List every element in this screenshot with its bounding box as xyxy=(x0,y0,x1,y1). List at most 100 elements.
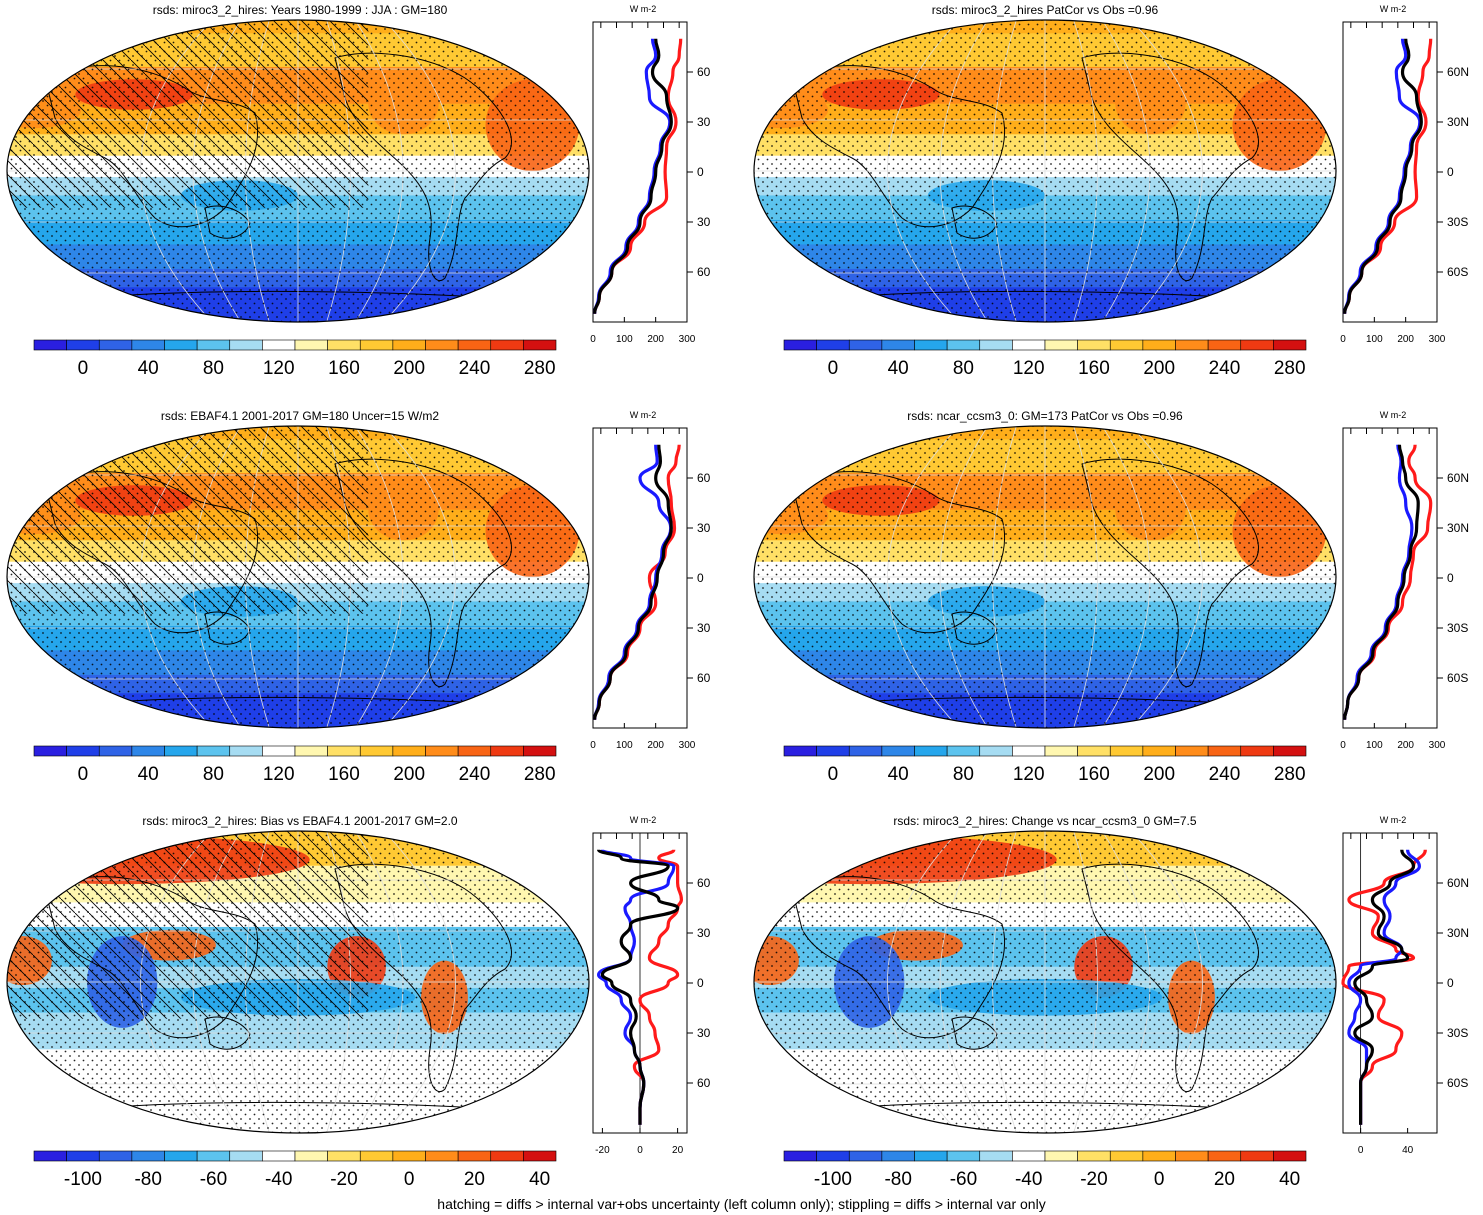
colorbar: 04080120160200240280320360400 xyxy=(33,339,557,379)
colorbar-swatch xyxy=(881,339,915,351)
colorbar-swatch xyxy=(1044,1150,1078,1162)
colorbar-tick-label: -40 xyxy=(265,1169,292,1190)
colorbar-swatch xyxy=(294,339,328,351)
profile-line-red xyxy=(632,849,683,1125)
colorbar-swatch xyxy=(196,745,231,757)
colorbar-swatch xyxy=(1044,745,1078,757)
profile-unit: W m-2 xyxy=(630,4,657,14)
colorbar-tick-label: -60 xyxy=(950,1169,977,1190)
colorbar-swatch xyxy=(1012,339,1046,351)
world-map xyxy=(753,830,1337,1134)
profile-line-black xyxy=(593,444,673,720)
colorbar-tick-label: 0 xyxy=(78,764,89,785)
colorbar-swatch xyxy=(979,1150,1013,1162)
colorbar-swatch xyxy=(848,339,883,351)
colorbar-swatch xyxy=(66,339,100,351)
profile-x-label: 0 xyxy=(1340,334,1346,345)
colorbar-swatch xyxy=(66,745,100,757)
colorbar-swatch xyxy=(229,339,263,351)
hatching xyxy=(7,426,369,614)
profile-line-black xyxy=(1343,38,1423,314)
profile-x-label: 200 xyxy=(647,334,664,345)
profile-line-red xyxy=(1341,849,1427,1125)
profile-x-label: 0 xyxy=(1340,740,1346,751)
colorbar-swatch xyxy=(1273,1150,1307,1162)
colorbar: 04080120160200240280320360400 xyxy=(783,339,1307,379)
panel-title: rsds: miroc3_2_hires: Years 1980-1999 : … xyxy=(152,3,448,17)
profile-lat-label: 60S xyxy=(1447,265,1468,279)
colorbar-swatch xyxy=(1207,339,1242,351)
colorbar-swatch xyxy=(327,1150,361,1162)
colorbar-swatch xyxy=(98,339,133,351)
colorbar-swatch xyxy=(914,1150,948,1162)
colorbar-tick-label: 160 xyxy=(1078,358,1110,379)
map-border xyxy=(753,425,1337,729)
colorbar-tick-label: -100 xyxy=(64,1169,102,1190)
map-border xyxy=(6,425,590,729)
profile-lat-label: 30N xyxy=(697,115,710,129)
colorbar-swatch xyxy=(359,1150,394,1162)
profile-lat-label: 0 xyxy=(1447,571,1454,585)
colorbar-swatch xyxy=(359,745,394,757)
colorbar-tick-label: 160 xyxy=(1078,764,1110,785)
profile-lat-label: 60N xyxy=(697,876,710,890)
map-border xyxy=(753,19,1337,323)
colorbar: 04080120160200240280320360400 xyxy=(783,745,1307,785)
profile-unit: W m-2 xyxy=(630,815,657,825)
colorbar-swatch xyxy=(98,745,133,757)
profile-lat-label: 60S xyxy=(1447,1076,1468,1090)
profile-x-label: 100 xyxy=(1366,740,1383,751)
colorbar-swatch xyxy=(392,1150,426,1162)
colorbar-tick-label: 120 xyxy=(1013,764,1045,785)
colorbar-swatch xyxy=(816,745,850,757)
map-field xyxy=(7,20,589,322)
profile-line-black xyxy=(593,38,673,314)
profile-lat-label: 0 xyxy=(1447,165,1454,179)
colorbar-tick-label: 120 xyxy=(263,764,295,785)
colorbar-tick-label: 0 xyxy=(828,358,839,379)
colorbar-swatch xyxy=(1175,745,1209,757)
profile-lat-label: 30S xyxy=(1447,1026,1468,1040)
colorbar-tick-label: 40 xyxy=(138,764,159,785)
colorbar-swatch xyxy=(881,1150,915,1162)
profile-unit: W m-2 xyxy=(630,410,657,420)
profile-lat-label: 30N xyxy=(697,521,710,535)
colorbar-swatch xyxy=(1175,1150,1209,1162)
colorbar-swatch xyxy=(946,745,981,757)
colorbar-swatch xyxy=(783,1150,817,1162)
world-map xyxy=(6,425,590,729)
colorbar-swatch xyxy=(392,339,426,351)
profile-x-label: 300 xyxy=(679,334,696,345)
colorbar-swatch xyxy=(816,1150,850,1162)
colorbar-swatch xyxy=(783,745,817,757)
colorbar-swatch xyxy=(164,745,198,757)
colorbar-tick-label: 160 xyxy=(328,764,360,785)
panel-title: rsds: miroc3_2_hires: Bias vs EBAF4.1 20… xyxy=(142,814,458,828)
zonal-mean-profile: W m-2 60N 30N 0 30S 60S 0 100 200 300 xyxy=(590,4,710,345)
colorbar-swatch xyxy=(979,745,1013,757)
profile-x-label: 300 xyxy=(1429,334,1446,345)
colorbar-tick-label: -20 xyxy=(330,1169,357,1190)
profile-unit: W m-2 xyxy=(1380,4,1407,14)
colorbar-tick-label: 80 xyxy=(953,358,974,379)
colorbar-tick-label: 120 xyxy=(1013,358,1045,379)
panel-title: rsds: miroc3_2_hires PatCor vs Obs =0.96 xyxy=(931,3,1159,17)
colorbar-tick-label: 80 xyxy=(953,764,974,785)
profile-lat-label: 60S xyxy=(697,671,710,685)
profile-x-label: -20 xyxy=(595,1145,610,1156)
colorbar-swatch xyxy=(457,1150,492,1162)
colorbar-swatch xyxy=(131,1150,165,1162)
profile-lat-label: 60N xyxy=(1447,471,1469,485)
colorbar-swatch xyxy=(98,1150,133,1162)
colorbar-tick-label: 240 xyxy=(1209,358,1241,379)
colorbar-swatch xyxy=(164,339,198,351)
colorbar-tick-label: 280 xyxy=(1274,764,1306,785)
profile-lat-label: 30S xyxy=(1447,215,1468,229)
profile-x-label: 0 xyxy=(637,1145,643,1156)
colorbar-swatch xyxy=(523,1150,557,1162)
colorbar-tick-label: -100 xyxy=(814,1169,852,1190)
colorbar-swatch xyxy=(881,745,915,757)
colorbar-swatch xyxy=(1012,1150,1046,1162)
colorbar-tick-label: 80 xyxy=(203,764,224,785)
colorbar-tick-label: 240 xyxy=(1209,764,1241,785)
